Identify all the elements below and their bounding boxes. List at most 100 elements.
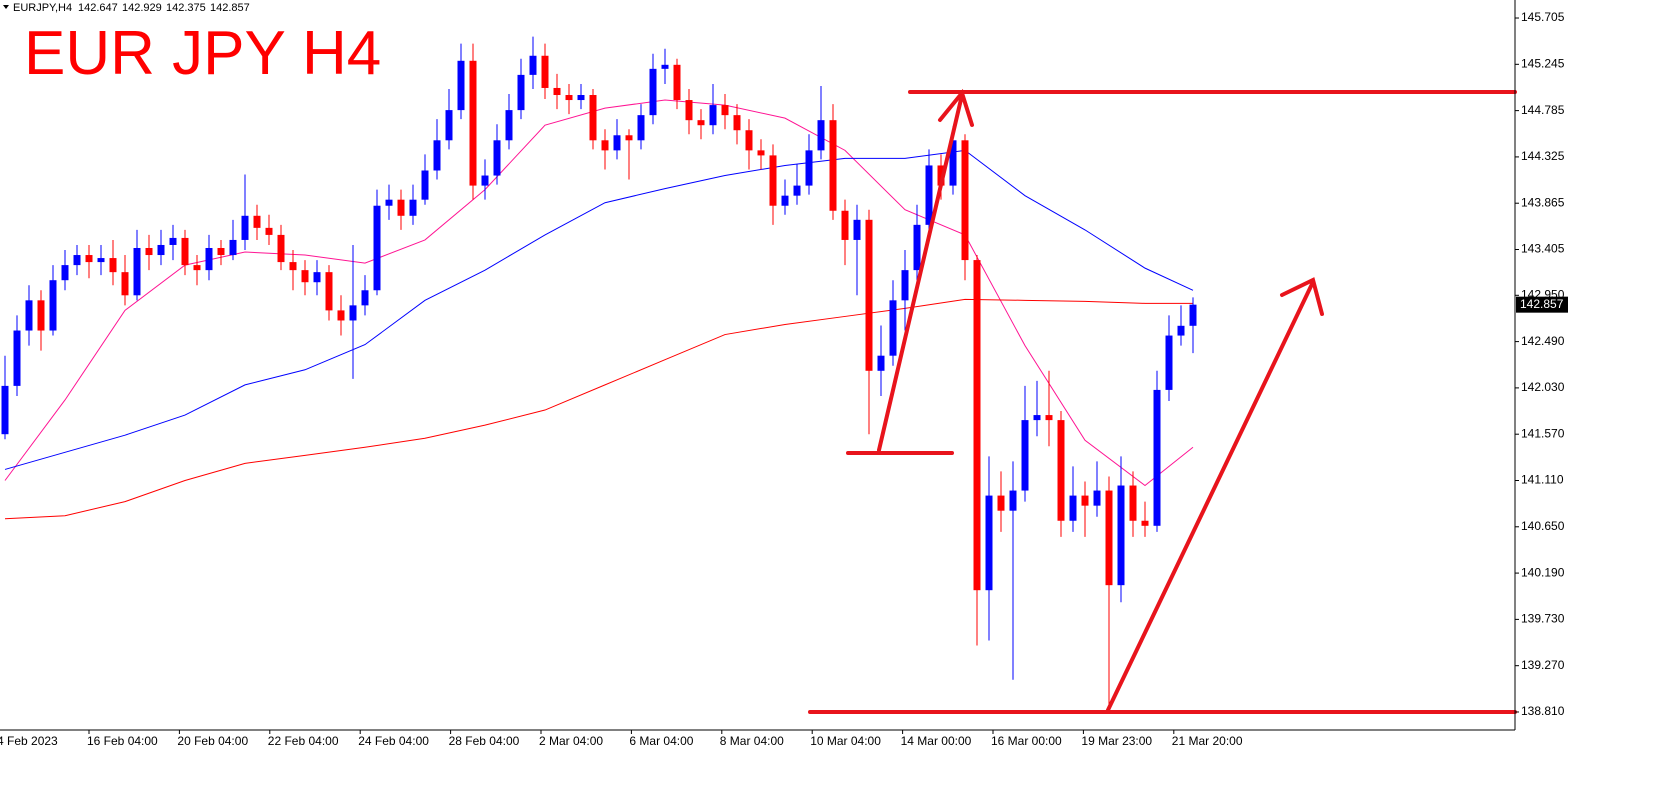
candle-body bbox=[505, 110, 513, 141]
candle-body bbox=[37, 300, 45, 331]
menu-triangle[interactable] bbox=[3, 5, 9, 9]
candle-body bbox=[877, 355, 885, 371]
candle-body bbox=[781, 195, 789, 206]
candle-body bbox=[193, 265, 201, 271]
candle-body bbox=[577, 95, 585, 101]
candle-body bbox=[361, 290, 369, 306]
candle-body bbox=[1069, 495, 1077, 521]
annotations bbox=[808, 88, 1517, 714]
x-tick-label: 20 Feb 04:00 bbox=[177, 734, 248, 748]
candle-body bbox=[25, 300, 33, 331]
candle-body bbox=[289, 262, 297, 271]
candle-body bbox=[349, 305, 357, 321]
candle-body bbox=[397, 199, 405, 216]
candle-body bbox=[733, 115, 741, 131]
x-tick-label: 22 Feb 04:00 bbox=[268, 734, 339, 748]
candle-body bbox=[613, 135, 621, 151]
candles bbox=[1, 36, 1197, 712]
candle-body bbox=[73, 255, 81, 266]
candle-body bbox=[937, 165, 945, 186]
candle-body bbox=[445, 110, 453, 141]
moving-average bbox=[4, 99, 1194, 487]
candle-body bbox=[1141, 520, 1149, 526]
candle-body bbox=[529, 55, 537, 75]
candle-body bbox=[1189, 304, 1197, 326]
candle-body bbox=[1177, 325, 1185, 336]
y-tick-label: 145.245 bbox=[1521, 56, 1565, 70]
axis-labels: 145.705 145.245 144.785 144.325 143.865 143.4… bbox=[0, 10, 1568, 748]
candle-body bbox=[1033, 415, 1041, 421]
x-tick-label: 16 Mar 00:00 bbox=[991, 734, 1062, 748]
x-tick-label: 4 Feb 2023 bbox=[0, 734, 58, 748]
y-tick-label: 141.110 bbox=[1521, 473, 1564, 487]
candle-body bbox=[229, 239, 237, 256]
candle-body bbox=[985, 495, 993, 591]
candle-body bbox=[589, 95, 597, 141]
candle-body bbox=[1105, 490, 1113, 586]
trend-arrow bbox=[877, 93, 964, 452]
x-tick-label: 19 Mar 23:00 bbox=[1081, 734, 1152, 748]
candle-body bbox=[205, 247, 213, 271]
candle-body bbox=[853, 219, 861, 240]
y-tick-label: 143.405 bbox=[1521, 242, 1565, 256]
candle-body bbox=[841, 210, 849, 240]
candle-body bbox=[757, 150, 765, 156]
candle-body bbox=[373, 205, 381, 291]
candle-body bbox=[625, 135, 633, 141]
candle-body bbox=[805, 150, 813, 186]
y-tick-label: 145.705 bbox=[1521, 10, 1565, 24]
x-tick-label: 10 Mar 04:00 bbox=[810, 734, 881, 748]
y-tick-label: 142.490 bbox=[1521, 334, 1565, 348]
symbol-label: EURJPY,H4 bbox=[13, 2, 72, 14]
candle-body bbox=[421, 170, 429, 200]
open-label: 142.647 bbox=[78, 2, 118, 14]
candle-body bbox=[241, 215, 249, 240]
candle-body bbox=[637, 115, 645, 141]
candle-body bbox=[145, 247, 153, 256]
x-tick-label: 14 Mar 00:00 bbox=[901, 734, 972, 748]
candle-body bbox=[253, 215, 261, 228]
candle-body bbox=[889, 300, 897, 356]
candle-body bbox=[913, 224, 921, 271]
candle-body bbox=[685, 100, 693, 121]
candle-body bbox=[961, 140, 969, 261]
candle-body bbox=[817, 120, 825, 151]
candle-body bbox=[697, 120, 705, 126]
candle-body bbox=[385, 199, 393, 206]
candle-body bbox=[85, 255, 93, 263]
y-tick-label: 143.865 bbox=[1521, 195, 1565, 209]
candle-body bbox=[901, 270, 909, 301]
x-tick-label: 16 Feb 04:00 bbox=[87, 734, 158, 748]
candle-body bbox=[793, 185, 801, 196]
candle-body bbox=[769, 155, 777, 206]
candle-body bbox=[409, 199, 417, 216]
candle-body bbox=[661, 64, 669, 69]
high-label: 142.929 bbox=[122, 2, 162, 14]
candle-body bbox=[1009, 490, 1017, 511]
x-tick-label: 24 Feb 04:00 bbox=[358, 734, 429, 748]
candle-body bbox=[1129, 485, 1137, 521]
x-tick-label: 6 Mar 04:00 bbox=[629, 734, 693, 748]
candle-body bbox=[325, 272, 333, 311]
moving-average bbox=[4, 149, 1194, 470]
candle-body bbox=[721, 105, 729, 116]
y-tick-label: 140.190 bbox=[1521, 565, 1565, 579]
candle-body bbox=[541, 55, 549, 88]
y-tick-label: 138.810 bbox=[1521, 704, 1565, 718]
candle-body bbox=[997, 495, 1005, 511]
low-label: 142.375 bbox=[166, 2, 206, 14]
close-label: 142.857 bbox=[210, 2, 250, 14]
x-tick-label: 8 Mar 04:00 bbox=[720, 734, 784, 748]
candle-body bbox=[61, 265, 69, 281]
candle-body bbox=[601, 140, 609, 151]
candle-body bbox=[649, 68, 657, 116]
candle-body bbox=[265, 227, 273, 235]
candle-body bbox=[133, 247, 141, 296]
candle-body bbox=[745, 130, 753, 151]
candle-body bbox=[925, 165, 933, 225]
last-price-box bbox=[1516, 296, 1568, 313]
candle-body bbox=[1045, 415, 1053, 421]
candle-body bbox=[1057, 420, 1065, 521]
